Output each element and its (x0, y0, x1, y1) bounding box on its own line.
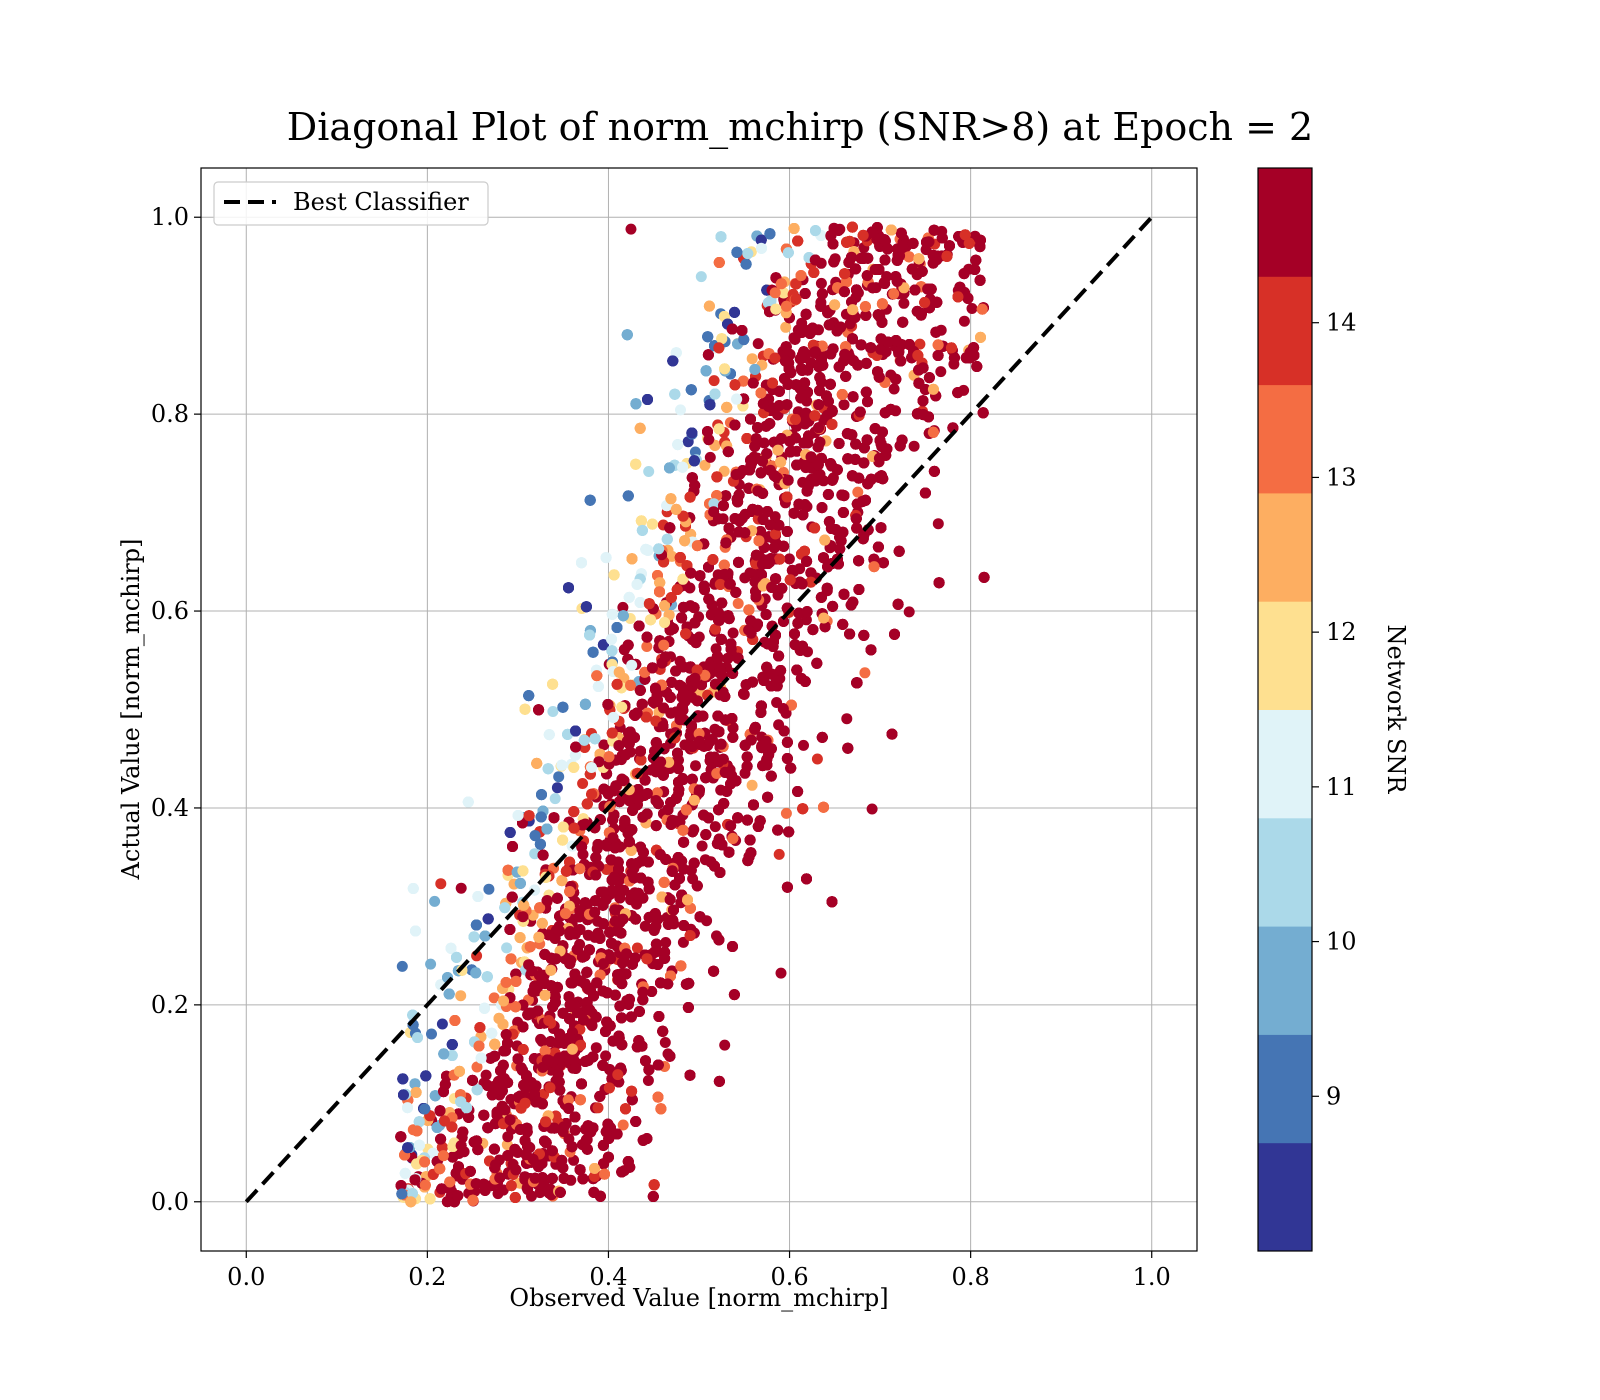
scatter-point (641, 641, 653, 652)
scatter-point (590, 1042, 602, 1054)
scatter-point (815, 277, 827, 289)
scatter-point (677, 936, 689, 948)
scatter-point (553, 771, 565, 783)
scatter-point (426, 1028, 437, 1040)
scatter-point (529, 848, 541, 860)
scatter-point (746, 353, 758, 365)
scatter-point (914, 338, 926, 350)
scatter-point (773, 848, 785, 860)
scatter-point (425, 958, 437, 970)
scatter-point (549, 793, 561, 805)
scatter-point (639, 920, 651, 932)
scatter-point (535, 1033, 547, 1045)
scatter-point (935, 366, 947, 378)
scatter-point (696, 840, 708, 852)
scatter-point (709, 821, 721, 833)
scatter-point (501, 942, 513, 954)
scatter-point (429, 895, 441, 907)
scatter-point (958, 315, 970, 327)
scatter-point (798, 739, 809, 751)
scatter-points (395, 221, 990, 1208)
scatter-point (859, 667, 871, 679)
scatter-point (852, 486, 864, 498)
scatter-point (727, 627, 739, 639)
scatter-point (396, 960, 408, 972)
scatter-point (932, 518, 944, 530)
scatter-point (617, 601, 629, 613)
scatter-point (659, 1037, 671, 1048)
scatter-point (903, 606, 915, 618)
scatter-point (719, 1039, 731, 1051)
scatter-point (708, 375, 720, 387)
scatter-point (746, 779, 758, 791)
scatter-point (660, 937, 672, 948)
scatter-point (796, 317, 808, 329)
scatter-point (617, 1119, 629, 1131)
scatter-point (547, 706, 559, 717)
scatter-point (838, 399, 850, 411)
scatter-point (488, 992, 500, 1004)
scatter-point (888, 383, 900, 395)
scatter-point (780, 321, 792, 333)
scatter-point (471, 1061, 483, 1073)
scatter-point (631, 942, 643, 954)
scatter-point (436, 1018, 448, 1030)
scatter-point (800, 614, 812, 626)
scatter-point (704, 451, 716, 463)
scatter-point (780, 807, 792, 819)
scatter-point (600, 1050, 612, 1062)
scatter-point (577, 778, 589, 789)
scatter-point (898, 297, 910, 309)
scatter-point (769, 511, 781, 523)
scatter-point (841, 713, 853, 725)
scatter-point (775, 967, 787, 979)
scatter-point (643, 466, 655, 477)
scatter-point (732, 598, 744, 609)
scatter-point (811, 753, 823, 765)
scatter-point (455, 990, 467, 1002)
scatter-point (551, 782, 563, 794)
scatter-point (783, 553, 795, 565)
scatter-point (908, 440, 920, 452)
scatter-point (598, 739, 610, 751)
scatter-point (739, 572, 751, 584)
scatter-point (592, 1102, 604, 1114)
scatter-point (569, 1124, 581, 1136)
scatter-point (866, 803, 878, 815)
scatter-point (642, 1075, 654, 1086)
scatter-point (695, 271, 707, 283)
scatter-point (625, 223, 637, 235)
chart-title: Diagonal Plot of norm_mchirp (SNR>8) at … (287, 105, 1313, 150)
plot-area: 0.0 0.2 0.4 0.6 0.8 1.0 0.00.20.40.60.81.0 (151, 167, 1198, 1291)
scatter-point (966, 303, 978, 314)
scatter-point (568, 1154, 580, 1166)
scatter-point (483, 883, 495, 895)
scatter-point (435, 878, 447, 890)
scatter-point (675, 404, 686, 416)
scatter-point (690, 760, 701, 772)
scatter-point (455, 882, 467, 894)
scatter-point (699, 459, 711, 471)
scatter-point (427, 1147, 439, 1159)
scatter-point (752, 338, 764, 350)
